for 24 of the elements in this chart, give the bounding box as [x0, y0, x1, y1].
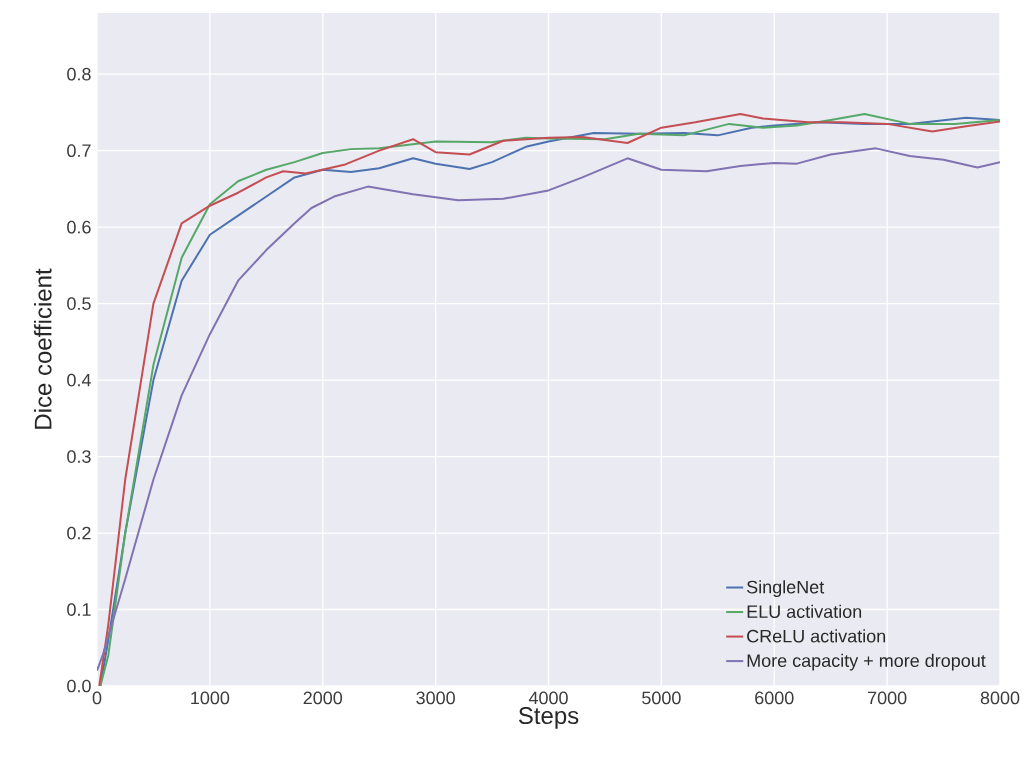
- x-tick-label: 6000: [755, 691, 794, 705]
- y-tick-label: 0.6: [67, 220, 91, 234]
- y-tick-label: 0.7: [67, 144, 91, 158]
- y-tick-label: 0.8: [67, 67, 91, 81]
- x-tick-label: 8000: [980, 691, 1020, 705]
- legend-label: SingleNet: [747, 580, 825, 598]
- x-tick-label: 7000: [868, 691, 907, 705]
- legend-label: ELU activation: [747, 604, 862, 618]
- y-tick-label: 0.5: [67, 297, 91, 310]
- x-tick-label: 5000: [642, 691, 681, 705]
- y-tick-label: 0.1: [67, 603, 91, 616]
- y-axis-title: Dice coefficient: [33, 268, 52, 429]
- x-tick-label: 3000: [416, 691, 455, 705]
- y-tick-label: 0.4: [67, 373, 91, 387]
- legend-label: CReLU activation: [747, 629, 886, 643]
- x-tick-label: 2000: [303, 691, 343, 705]
- x-tick-label: 0: [92, 691, 102, 705]
- y-tick-label: 0.3: [67, 450, 91, 463]
- x-axis-title: Steps: [518, 707, 579, 729]
- legend-label: More capacity + more dropout: [747, 653, 986, 671]
- y-tick-label: 0.0: [67, 679, 91, 693]
- x-tick-label: 4000: [528, 691, 568, 705]
- x-tick-label: 1000: [191, 691, 230, 705]
- y-tick-label: 0.2: [67, 526, 91, 540]
